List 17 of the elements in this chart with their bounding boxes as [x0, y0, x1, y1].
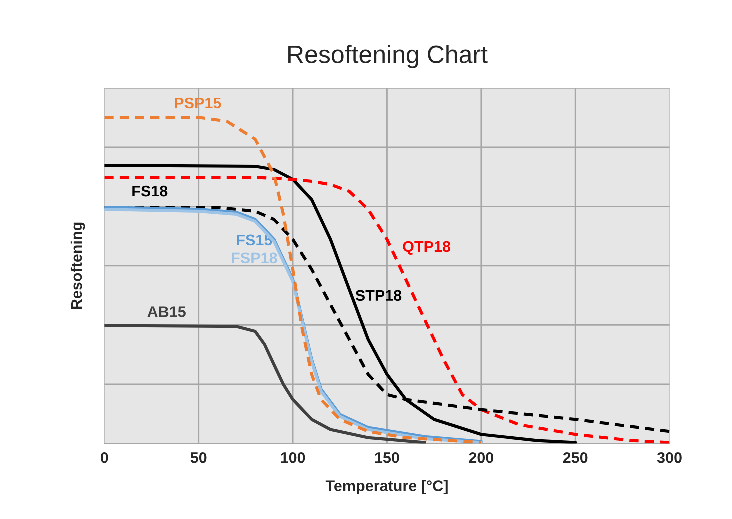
x-tick-label: 50 [190, 452, 207, 464]
x-tick-label: 150 [375, 452, 400, 464]
x-tick-label: 0 [101, 452, 108, 464]
series-label: AB15 [148, 306, 186, 318]
x-axis-title: Temperature [°C] [326, 480, 448, 494]
x-tick-label: 300 [657, 452, 682, 464]
series-label: FS15 [237, 234, 272, 246]
series-label: FS18 [132, 186, 168, 197]
y-axis-title: Resoftening [70, 222, 86, 310]
series-label: STP18 [356, 290, 402, 302]
series-label: PSP15 [175, 98, 222, 109]
x-tick-label: 250 [563, 452, 588, 464]
x-tick-label: 100 [281, 452, 306, 464]
series-label: QTP18 [403, 241, 451, 256]
x-tick-label: 200 [469, 452, 494, 464]
series-label: FSP18 [232, 252, 278, 264]
chart-title: Resoftening Chart [288, 45, 488, 68]
